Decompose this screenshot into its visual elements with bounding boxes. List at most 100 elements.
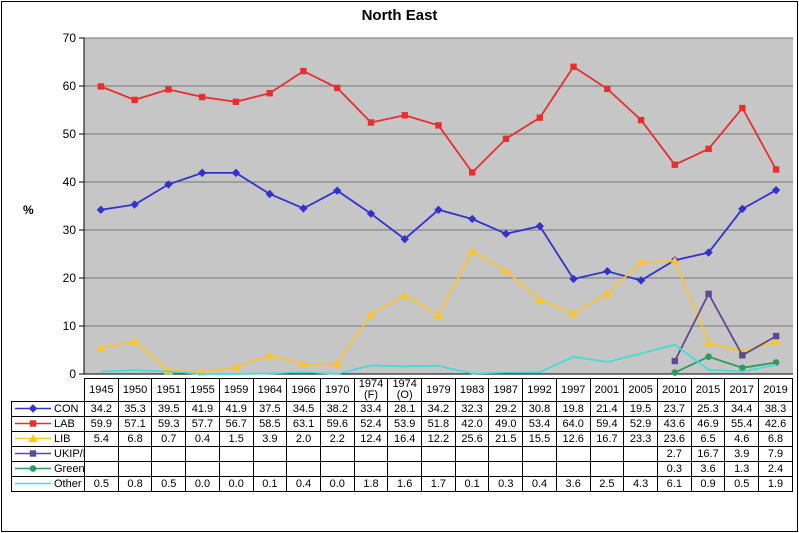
data-point-lib — [535, 295, 545, 304]
data-point-con — [197, 168, 207, 178]
data-point-lib — [332, 359, 342, 368]
value-cell: 41.9 — [218, 401, 254, 417]
value-cell: 4.6 — [724, 431, 760, 447]
value-cell: 3.6 — [555, 476, 591, 492]
data-point-lab — [705, 145, 712, 153]
value-cell: 0.4 — [522, 476, 557, 492]
value-cell — [589, 446, 625, 462]
value-cell: 39.5 — [151, 401, 187, 417]
data-point-lab — [131, 96, 138, 104]
data-point-lib — [265, 351, 275, 359]
data-point-lib — [96, 343, 106, 352]
value-cell — [623, 461, 658, 477]
legend-con: CON — [11, 401, 85, 417]
value-cell: 53.9 — [387, 416, 423, 432]
value-cell: 38.3 — [758, 401, 793, 417]
value-cell: 59.3 — [151, 416, 187, 432]
data-point-lab — [772, 166, 780, 173]
value-cell: 1.5 — [218, 431, 254, 447]
table-row-con: CON 34.2 35.3 39.5 41.9 41.9 37.5 34.5 38.2 33.4 2… — [11, 401, 793, 417]
legend-marker-con — [28, 403, 38, 413]
value-cell: 52.4 — [353, 416, 389, 432]
legend-lab: LAB — [11, 416, 85, 432]
data-point-lab — [266, 90, 273, 97]
data-point-green — [772, 359, 780, 366]
legend-key-lib-icon — [15, 433, 51, 442]
table-row-lab: LAB 59.9 57.1 59.3 57.7 56.7 58.5 63.1 59.6 52.4 5… — [11, 416, 793, 432]
value-cell: 2.0 — [286, 431, 321, 447]
value-cell: 6.5 — [690, 431, 726, 447]
value-cell — [623, 446, 658, 462]
data-point-lab — [232, 98, 240, 106]
data-table: 1945 1950 1951 1955 1959 1964 1966 1970 1974 (F)… — [11, 378, 793, 492]
legend-key-ukip-br-icon — [15, 449, 51, 457]
value-cell: 0.0 — [319, 476, 355, 492]
value-cell: 16.7 — [589, 431, 625, 447]
year-label: 1983 — [454, 378, 490, 402]
data-point-green — [705, 353, 712, 361]
value-cell — [319, 461, 355, 477]
value-cell: 57.7 — [185, 416, 220, 432]
value-cell — [286, 461, 321, 477]
value-cell: 57.1 — [117, 416, 153, 432]
data-point-con — [434, 205, 443, 215]
data-point-con — [299, 204, 308, 213]
value-cell: 6.8 — [758, 431, 793, 447]
data-point-ukip-br — [772, 332, 780, 340]
value-cell: 38.2 — [319, 401, 355, 417]
value-cell: 42.0 — [454, 416, 490, 432]
value-cell: 35.3 — [117, 401, 153, 417]
value-cell: 56.7 — [218, 416, 254, 432]
data-point-lab — [165, 86, 172, 93]
legend-key-other-icon — [15, 482, 51, 484]
legend-ukip-br: UKIP/Br — [11, 446, 85, 462]
data-point-ukip-br — [705, 290, 712, 298]
y-tick-label: 60 — [63, 79, 77, 93]
data-point-lib — [231, 362, 241, 371]
year-label: 1974 (F) — [353, 378, 389, 402]
value-cell — [117, 446, 153, 462]
value-cell: 0.4 — [185, 431, 220, 447]
value-cell — [488, 461, 524, 477]
value-cell — [84, 461, 119, 477]
value-cell: 16.4 — [387, 431, 423, 447]
legend-marker-green — [29, 464, 37, 472]
value-cell: 3.9 — [724, 446, 760, 462]
value-cell — [488, 446, 524, 462]
value-cell — [454, 461, 490, 477]
data-point-con — [569, 274, 578, 284]
data-point-green — [739, 364, 746, 372]
value-cell: 2.2 — [319, 431, 355, 447]
plot-area: 0 10 20 30 40 50 60 70 — [63, 31, 793, 378]
value-cell — [252, 461, 288, 477]
data-point-lib — [467, 246, 477, 255]
value-cell: 23.7 — [656, 401, 692, 417]
value-cell: 0.0 — [218, 476, 254, 492]
value-cell: 52.9 — [623, 416, 658, 432]
value-cell: 5.4 — [84, 431, 119, 447]
data-point-lab — [739, 104, 746, 112]
value-cell: 3.9 — [252, 431, 288, 447]
data-point-lab — [637, 116, 645, 124]
series-name-other: Other — [54, 477, 82, 490]
data-point-lab — [469, 169, 476, 176]
value-cell: 4.3 — [623, 476, 658, 492]
data-point-ukip-br — [671, 357, 679, 365]
value-cell: 58.5 — [252, 416, 288, 432]
value-cell: 6.1 — [656, 476, 692, 492]
data-point-lab — [334, 84, 341, 92]
value-cell: 0.8 — [117, 476, 153, 492]
data-point-lab — [198, 93, 206, 101]
value-cell: 0.3 — [656, 461, 692, 477]
year-label: 2001 — [589, 378, 625, 402]
y-tick-label: 20 — [63, 271, 77, 285]
value-cell: 1.3 — [724, 461, 760, 477]
data-point-lab — [300, 67, 307, 75]
data-point-con — [96, 205, 106, 215]
year-label: 1950 — [117, 378, 153, 402]
value-cell: 23.3 — [623, 431, 658, 447]
value-cell: 7.9 — [758, 446, 793, 462]
legend-marker-lab — [29, 419, 37, 427]
value-cell: 59.9 — [84, 416, 119, 432]
value-cell — [151, 461, 187, 477]
